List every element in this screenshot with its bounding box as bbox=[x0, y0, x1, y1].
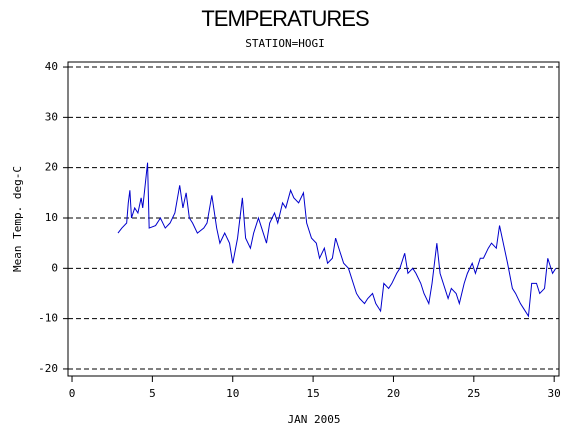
x-tick-label: 25 bbox=[467, 387, 480, 400]
y-tick-label: 10 bbox=[45, 211, 58, 224]
x-axis-label: JAN 2005 bbox=[288, 413, 341, 426]
y-axis-label: Mean Temp. deg-C bbox=[11, 166, 24, 272]
y-tick-label: 0 bbox=[51, 261, 58, 274]
x-tick-label: 20 bbox=[387, 387, 400, 400]
x-tick-label: 30 bbox=[548, 387, 561, 400]
x-tick-label: 15 bbox=[306, 387, 319, 400]
y-tick-label: -10 bbox=[38, 312, 58, 325]
chart-subtitle: STATION=HOGI bbox=[245, 37, 324, 50]
x-tick-label: 0 bbox=[69, 387, 76, 400]
x-tick-label: 10 bbox=[226, 387, 239, 400]
y-tick-label: 20 bbox=[45, 161, 58, 174]
temperature-line bbox=[117, 162, 557, 318]
x-tick-label: 5 bbox=[149, 387, 156, 400]
y-tick-label: 40 bbox=[45, 60, 58, 73]
plot-frame bbox=[67, 61, 560, 377]
chart-title: TEMPERATURES bbox=[201, 6, 369, 31]
y-tick-label: -20 bbox=[38, 362, 58, 375]
y-tick-label: 30 bbox=[45, 110, 58, 123]
